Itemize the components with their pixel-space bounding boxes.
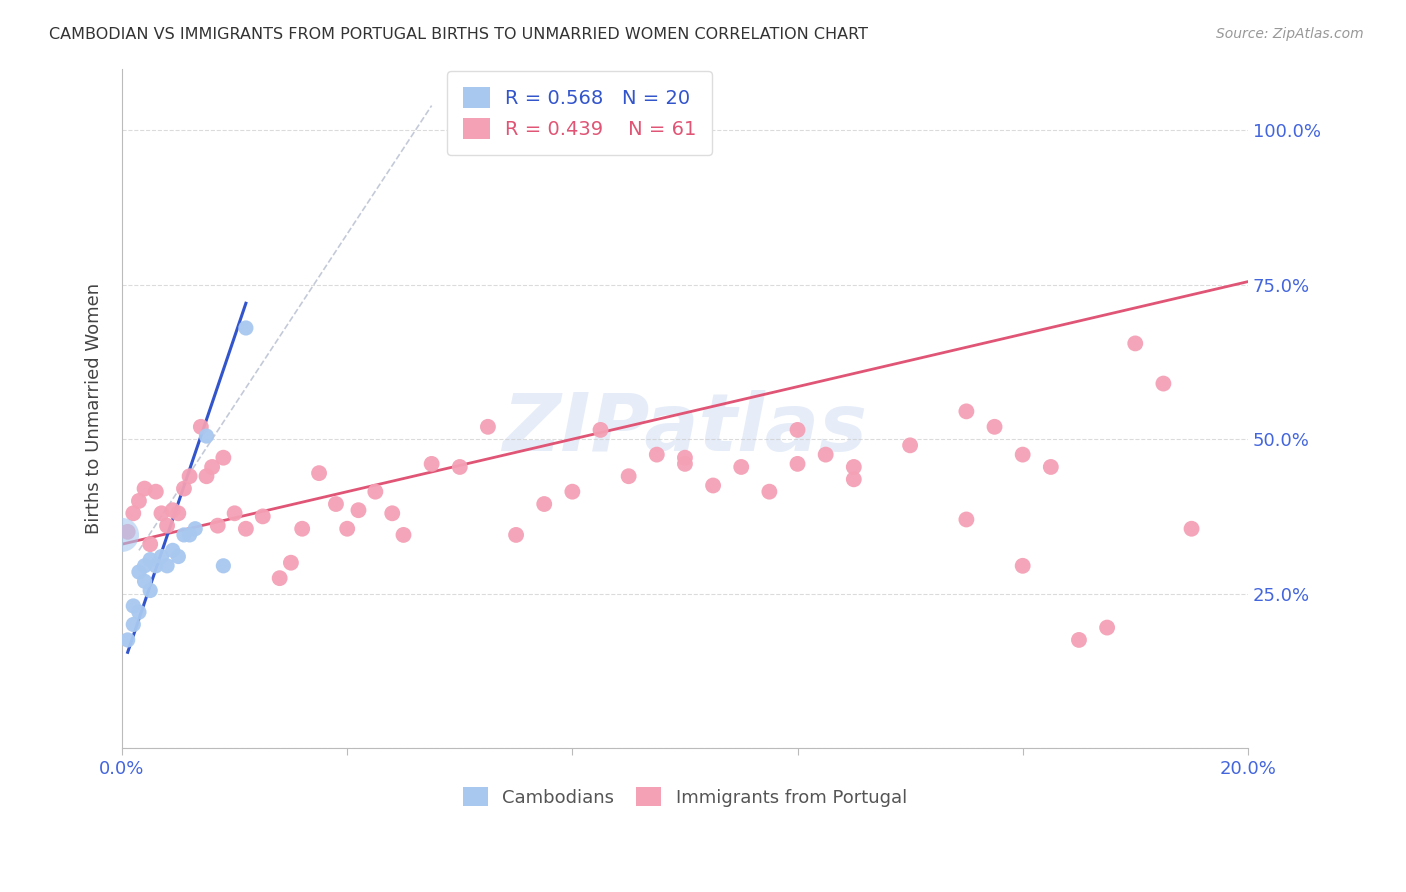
Point [150,506,173,520]
Point [336,522,359,536]
Point [786,423,808,437]
Point [134,482,156,496]
Point [117,632,139,647]
Point [1123,336,1146,351]
Point [1095,621,1118,635]
Point [392,528,415,542]
Point [955,404,977,418]
Point [308,466,330,480]
Point [1180,522,1202,536]
Point [898,438,921,452]
Point [730,460,752,475]
Point [122,617,145,632]
Point [673,457,696,471]
Text: ZIPatlas: ZIPatlas [502,390,868,467]
Legend: Cambodians, Immigrants from Portugal: Cambodians, Immigrants from Portugal [456,780,914,814]
Point [291,522,314,536]
Point [449,460,471,475]
Point [617,469,640,483]
Point [167,549,190,564]
Point [150,549,173,564]
Point [167,506,190,520]
Point [122,506,145,520]
Point [134,574,156,589]
Point [702,478,724,492]
Point [195,429,218,443]
Point [364,484,387,499]
Text: Source: ZipAtlas.com: Source: ZipAtlas.com [1216,27,1364,41]
Point [983,419,1005,434]
Point [381,506,404,520]
Point [134,558,156,573]
Point [173,528,195,542]
Point [117,524,139,539]
Point [179,469,201,483]
Point [201,460,224,475]
Point [139,537,162,551]
Y-axis label: Births to Unmarried Women: Births to Unmarried Women [86,283,103,533]
Point [224,506,246,520]
Point [128,605,150,619]
Text: CAMBODIAN VS IMMIGRANTS FROM PORTUGAL BIRTHS TO UNMARRIED WOMEN CORRELATION CHAR: CAMBODIAN VS IMMIGRANTS FROM PORTUGAL BI… [49,27,869,42]
Point [190,419,212,434]
Point [139,583,162,598]
Point [533,497,555,511]
Point [207,518,229,533]
Point [1152,376,1174,391]
Point [505,528,527,542]
Point [128,494,150,508]
Point [814,448,837,462]
Point [645,448,668,462]
Point [1011,558,1033,573]
Point [280,556,302,570]
Point [420,457,443,471]
Point [269,571,291,585]
Point [111,528,134,542]
Point [758,484,780,499]
Point [325,497,347,511]
Point [1067,632,1090,647]
Point [162,503,184,517]
Point [842,472,865,486]
Point [156,558,179,573]
Point [184,522,207,536]
Point [128,565,150,579]
Point [122,599,145,613]
Point [955,512,977,526]
Point [179,528,201,542]
Point [145,484,167,499]
Point [252,509,274,524]
Point [673,450,696,465]
Point [1039,460,1062,475]
Point [235,321,257,335]
Point [162,543,184,558]
Point [212,450,235,465]
Point [156,518,179,533]
Point [173,482,195,496]
Point [561,484,583,499]
Point [139,552,162,566]
Point [235,522,257,536]
Point [212,558,235,573]
Point [589,423,612,437]
Point [842,460,865,475]
Point [347,503,370,517]
Point [195,469,218,483]
Point [145,558,167,573]
Point [1011,448,1033,462]
Point [477,419,499,434]
Point [786,457,808,471]
